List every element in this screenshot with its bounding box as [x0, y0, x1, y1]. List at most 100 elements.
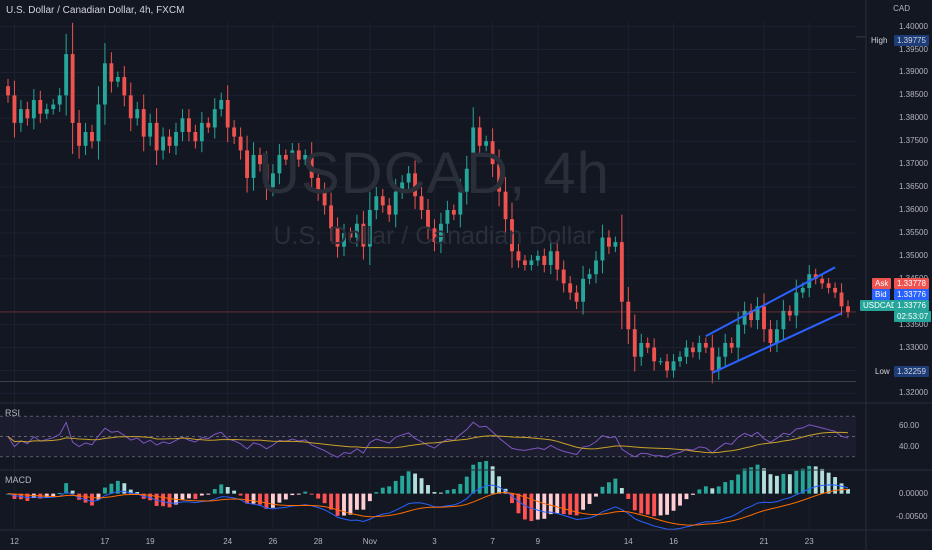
time-tick-label: 17: [100, 537, 110, 546]
macd-histogram-bar: [632, 493, 637, 511]
candle-body: [77, 122, 82, 146]
price-tick-label: 1.33500: [899, 319, 928, 329]
candle-body: [658, 361, 663, 363]
macd-histogram-bar: [193, 493, 198, 500]
bid-label: Bid: [872, 289, 890, 300]
macd-histogram-bar: [736, 474, 741, 494]
time-tick-label: 14: [623, 537, 633, 546]
macd-histogram-bar: [426, 485, 430, 494]
high-value: 1.39775: [894, 35, 929, 46]
macd-tick-label: -0.00500: [896, 511, 928, 521]
candle-body: [684, 347, 689, 357]
candle-body: [794, 292, 799, 316]
candle-body: [749, 310, 754, 321]
candle-body: [787, 310, 792, 316]
macd-histogram-bar: [283, 493, 288, 500]
candle-body: [432, 228, 437, 243]
price-tick-label: 1.37000: [899, 159, 928, 169]
ask-label: Ask: [872, 278, 892, 289]
macd-histogram-bar: [199, 493, 204, 496]
macd-histogram-bar: [380, 487, 385, 494]
macd-histogram-bar: [374, 492, 379, 494]
macd-histogram-bar: [438, 492, 443, 494]
candle-body: [361, 223, 366, 247]
candle-body: [762, 306, 766, 330]
candle-body: [96, 104, 101, 142]
macd-histogram-bar: [225, 487, 230, 494]
candle-body: [652, 347, 657, 362]
time-tick-label: 9: [535, 537, 541, 546]
candle-body: [464, 168, 469, 192]
rsi-label[interactable]: RSI: [5, 408, 21, 418]
macd-histogram-bar: [232, 490, 237, 494]
candle-body: [309, 154, 314, 178]
macd-histogram-bar: [458, 484, 463, 494]
macd-histogram-bar: [238, 493, 243, 496]
candle-body: [716, 356, 721, 371]
candle-body: [755, 306, 760, 321]
macd-histogram-bar: [762, 468, 766, 494]
rsi-pane[interactable]: [7, 421, 849, 458]
macd-histogram-bar: [406, 471, 411, 494]
macd-histogram-bar: [90, 493, 94, 506]
candle-body: [225, 99, 230, 128]
macd-histogram-bar: [309, 493, 314, 495]
candle-body: [193, 132, 198, 142]
macd-histogram-bar: [102, 487, 107, 494]
low-value: 1.32259: [894, 366, 929, 377]
macd-histogram-bar: [167, 493, 172, 508]
candle-body: [90, 132, 94, 142]
candle-body: [148, 122, 153, 137]
macd-histogram-bar: [258, 493, 262, 505]
candle-body: [264, 164, 269, 188]
candle-body: [639, 342, 644, 357]
candle-body: [154, 122, 159, 151]
time-tick-label: 21: [759, 537, 769, 546]
channel-line: [711, 312, 842, 374]
time-tick-label: 12: [10, 537, 19, 546]
macd-histogram-bar: [154, 493, 159, 506]
symbol-title[interactable]: U.S. Dollar / Canadian Dollar, 4h, FXCM: [6, 5, 185, 16]
candle-body: [632, 329, 637, 357]
macd-label[interactable]: MACD: [5, 475, 32, 485]
macd-histogram-bar: [348, 493, 353, 515]
rsi-line: [7, 421, 849, 458]
candle-body: [199, 122, 204, 142]
macd-pane[interactable]: [6, 460, 850, 530]
macd-histogram-bar: [115, 480, 120, 494]
time-tick-label: 26: [268, 537, 278, 546]
macd-histogram-bar: [710, 488, 715, 494]
candlestick-series[interactable]: [6, 22, 850, 384]
macd-histogram-bar: [445, 490, 450, 494]
macd-histogram-bar: [135, 492, 140, 494]
macd-histogram-bar: [697, 489, 702, 494]
macd-histogram-bar: [768, 474, 773, 494]
macd-line: [7, 484, 849, 530]
candle-body: [613, 242, 618, 247]
candle-body: [115, 77, 120, 82]
macd-histogram-bar: [367, 493, 372, 502]
signal-line: [7, 488, 849, 526]
candle-body: [31, 99, 36, 119]
candle-body: [697, 342, 702, 353]
candle-body: [690, 347, 695, 353]
macd-histogram-bar: [658, 493, 663, 516]
macd-histogram-bar: [290, 493, 295, 496]
candle-body: [109, 63, 114, 82]
parallel-channel-drawing[interactable]: [705, 266, 842, 374]
macd-histogram-bar: [219, 484, 224, 494]
macd-histogram-bar: [451, 489, 456, 494]
macd-histogram-bar: [678, 493, 682, 506]
candle-body: [490, 141, 495, 165]
candle-body: [135, 109, 140, 119]
macd-histogram-bar: [490, 466, 495, 494]
candle-body: [723, 342, 728, 357]
bar-countdown: 02:53:07: [894, 311, 932, 322]
macd-histogram-bar: [787, 474, 792, 494]
candle-body: [342, 232, 346, 247]
candle-body: [18, 109, 23, 123]
price-tick-label: 1.33000: [899, 342, 928, 352]
macd-histogram-bar: [245, 493, 250, 504]
